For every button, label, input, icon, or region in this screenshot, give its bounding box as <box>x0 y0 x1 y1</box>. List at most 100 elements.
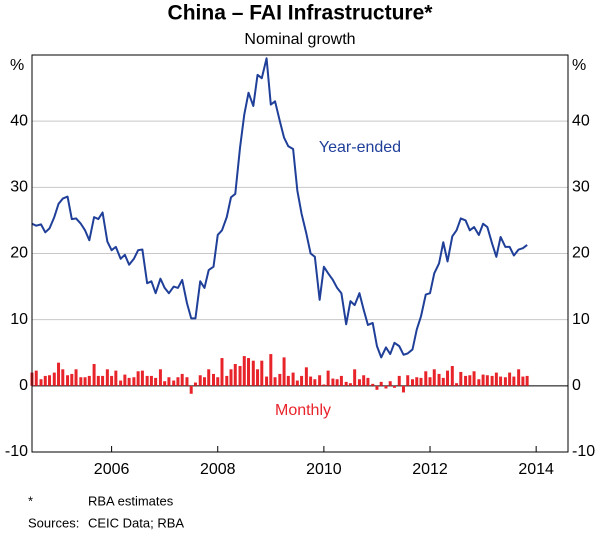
bar <box>295 380 299 386</box>
bar <box>362 375 366 386</box>
bar <box>202 377 206 386</box>
bar <box>189 385 193 394</box>
bar <box>357 379 361 386</box>
bar <box>512 376 516 386</box>
bar <box>96 375 100 386</box>
bar <box>415 377 419 386</box>
bar <box>348 383 352 386</box>
y-tick-label: 40 <box>10 112 28 129</box>
bar <box>446 370 450 386</box>
bar <box>304 367 308 386</box>
x-tick-label: 2006 <box>94 461 130 478</box>
bar <box>238 365 242 386</box>
series-label: Monthly <box>275 402 331 419</box>
bar <box>145 375 149 386</box>
bar <box>114 370 118 386</box>
note-mark: * <box>28 493 33 508</box>
bar <box>392 385 396 388</box>
bar <box>123 374 127 386</box>
bar <box>384 385 388 389</box>
bar <box>464 375 468 386</box>
bar <box>344 381 348 386</box>
bar <box>485 375 489 386</box>
bar <box>180 373 184 386</box>
y-tick-label: 20 <box>10 245 28 262</box>
bar <box>48 375 52 386</box>
bar <box>225 375 229 386</box>
chart-subtitle: Nominal growth <box>244 31 355 48</box>
bar <box>136 371 140 386</box>
x-tick-label: 2008 <box>200 461 236 478</box>
bar <box>269 354 273 386</box>
bar <box>441 377 445 386</box>
plot-frame <box>31 54 569 453</box>
bar <box>229 369 233 386</box>
bar <box>193 382 197 386</box>
bar <box>455 383 459 386</box>
y2-tick-label: -10 <box>572 443 595 460</box>
x-tick-label: 2010 <box>306 461 342 478</box>
bar <box>273 377 277 386</box>
bar <box>140 370 144 386</box>
bar <box>291 372 295 386</box>
bar <box>57 362 61 386</box>
bar <box>318 375 322 386</box>
bar <box>282 357 286 386</box>
bar <box>388 381 392 386</box>
bar <box>406 375 410 386</box>
line <box>31 57 528 359</box>
bar <box>39 379 43 386</box>
bar <box>366 377 370 386</box>
bar <box>278 373 282 386</box>
bar <box>256 369 260 386</box>
bar <box>459 371 463 386</box>
bar <box>211 373 215 386</box>
bar <box>326 370 330 386</box>
bar <box>52 372 56 386</box>
y-tick-label: 0 <box>19 377 28 394</box>
bar <box>521 376 525 386</box>
bar <box>419 377 423 386</box>
bar <box>132 377 136 386</box>
series-label: Year-ended <box>319 139 401 156</box>
bar <box>242 356 246 386</box>
bar <box>468 375 472 386</box>
bar <box>494 372 498 386</box>
bar <box>397 375 401 386</box>
bar <box>309 376 313 386</box>
bar <box>517 369 521 386</box>
bar <box>66 375 70 386</box>
bar <box>265 376 269 386</box>
bar <box>185 377 189 386</box>
bar <box>490 375 494 386</box>
note-text: RBA estimates <box>88 493 174 508</box>
y2-unit: % <box>572 57 586 74</box>
bar <box>525 375 529 386</box>
bar <box>176 377 180 386</box>
bar <box>220 358 224 386</box>
bar <box>61 369 65 386</box>
bar <box>437 373 441 386</box>
bar <box>110 375 114 386</box>
bar <box>335 379 339 386</box>
y-tick-label: 10 <box>10 311 28 328</box>
bar <box>424 371 428 386</box>
y2-tick-label: 0 <box>572 377 581 394</box>
bar <box>167 377 171 386</box>
bar <box>154 377 158 386</box>
bar <box>233 363 237 386</box>
bar <box>428 377 432 386</box>
bar <box>313 379 317 386</box>
bar <box>79 377 83 386</box>
bar <box>300 375 304 386</box>
bar <box>172 380 176 386</box>
y-tick-label: 30 <box>10 179 28 196</box>
bar <box>70 373 74 386</box>
bar <box>401 385 405 393</box>
y-tick-label: -10 <box>5 443 28 460</box>
bar <box>101 375 105 386</box>
bar <box>379 381 383 386</box>
bar <box>207 369 211 386</box>
bar <box>87 375 91 386</box>
